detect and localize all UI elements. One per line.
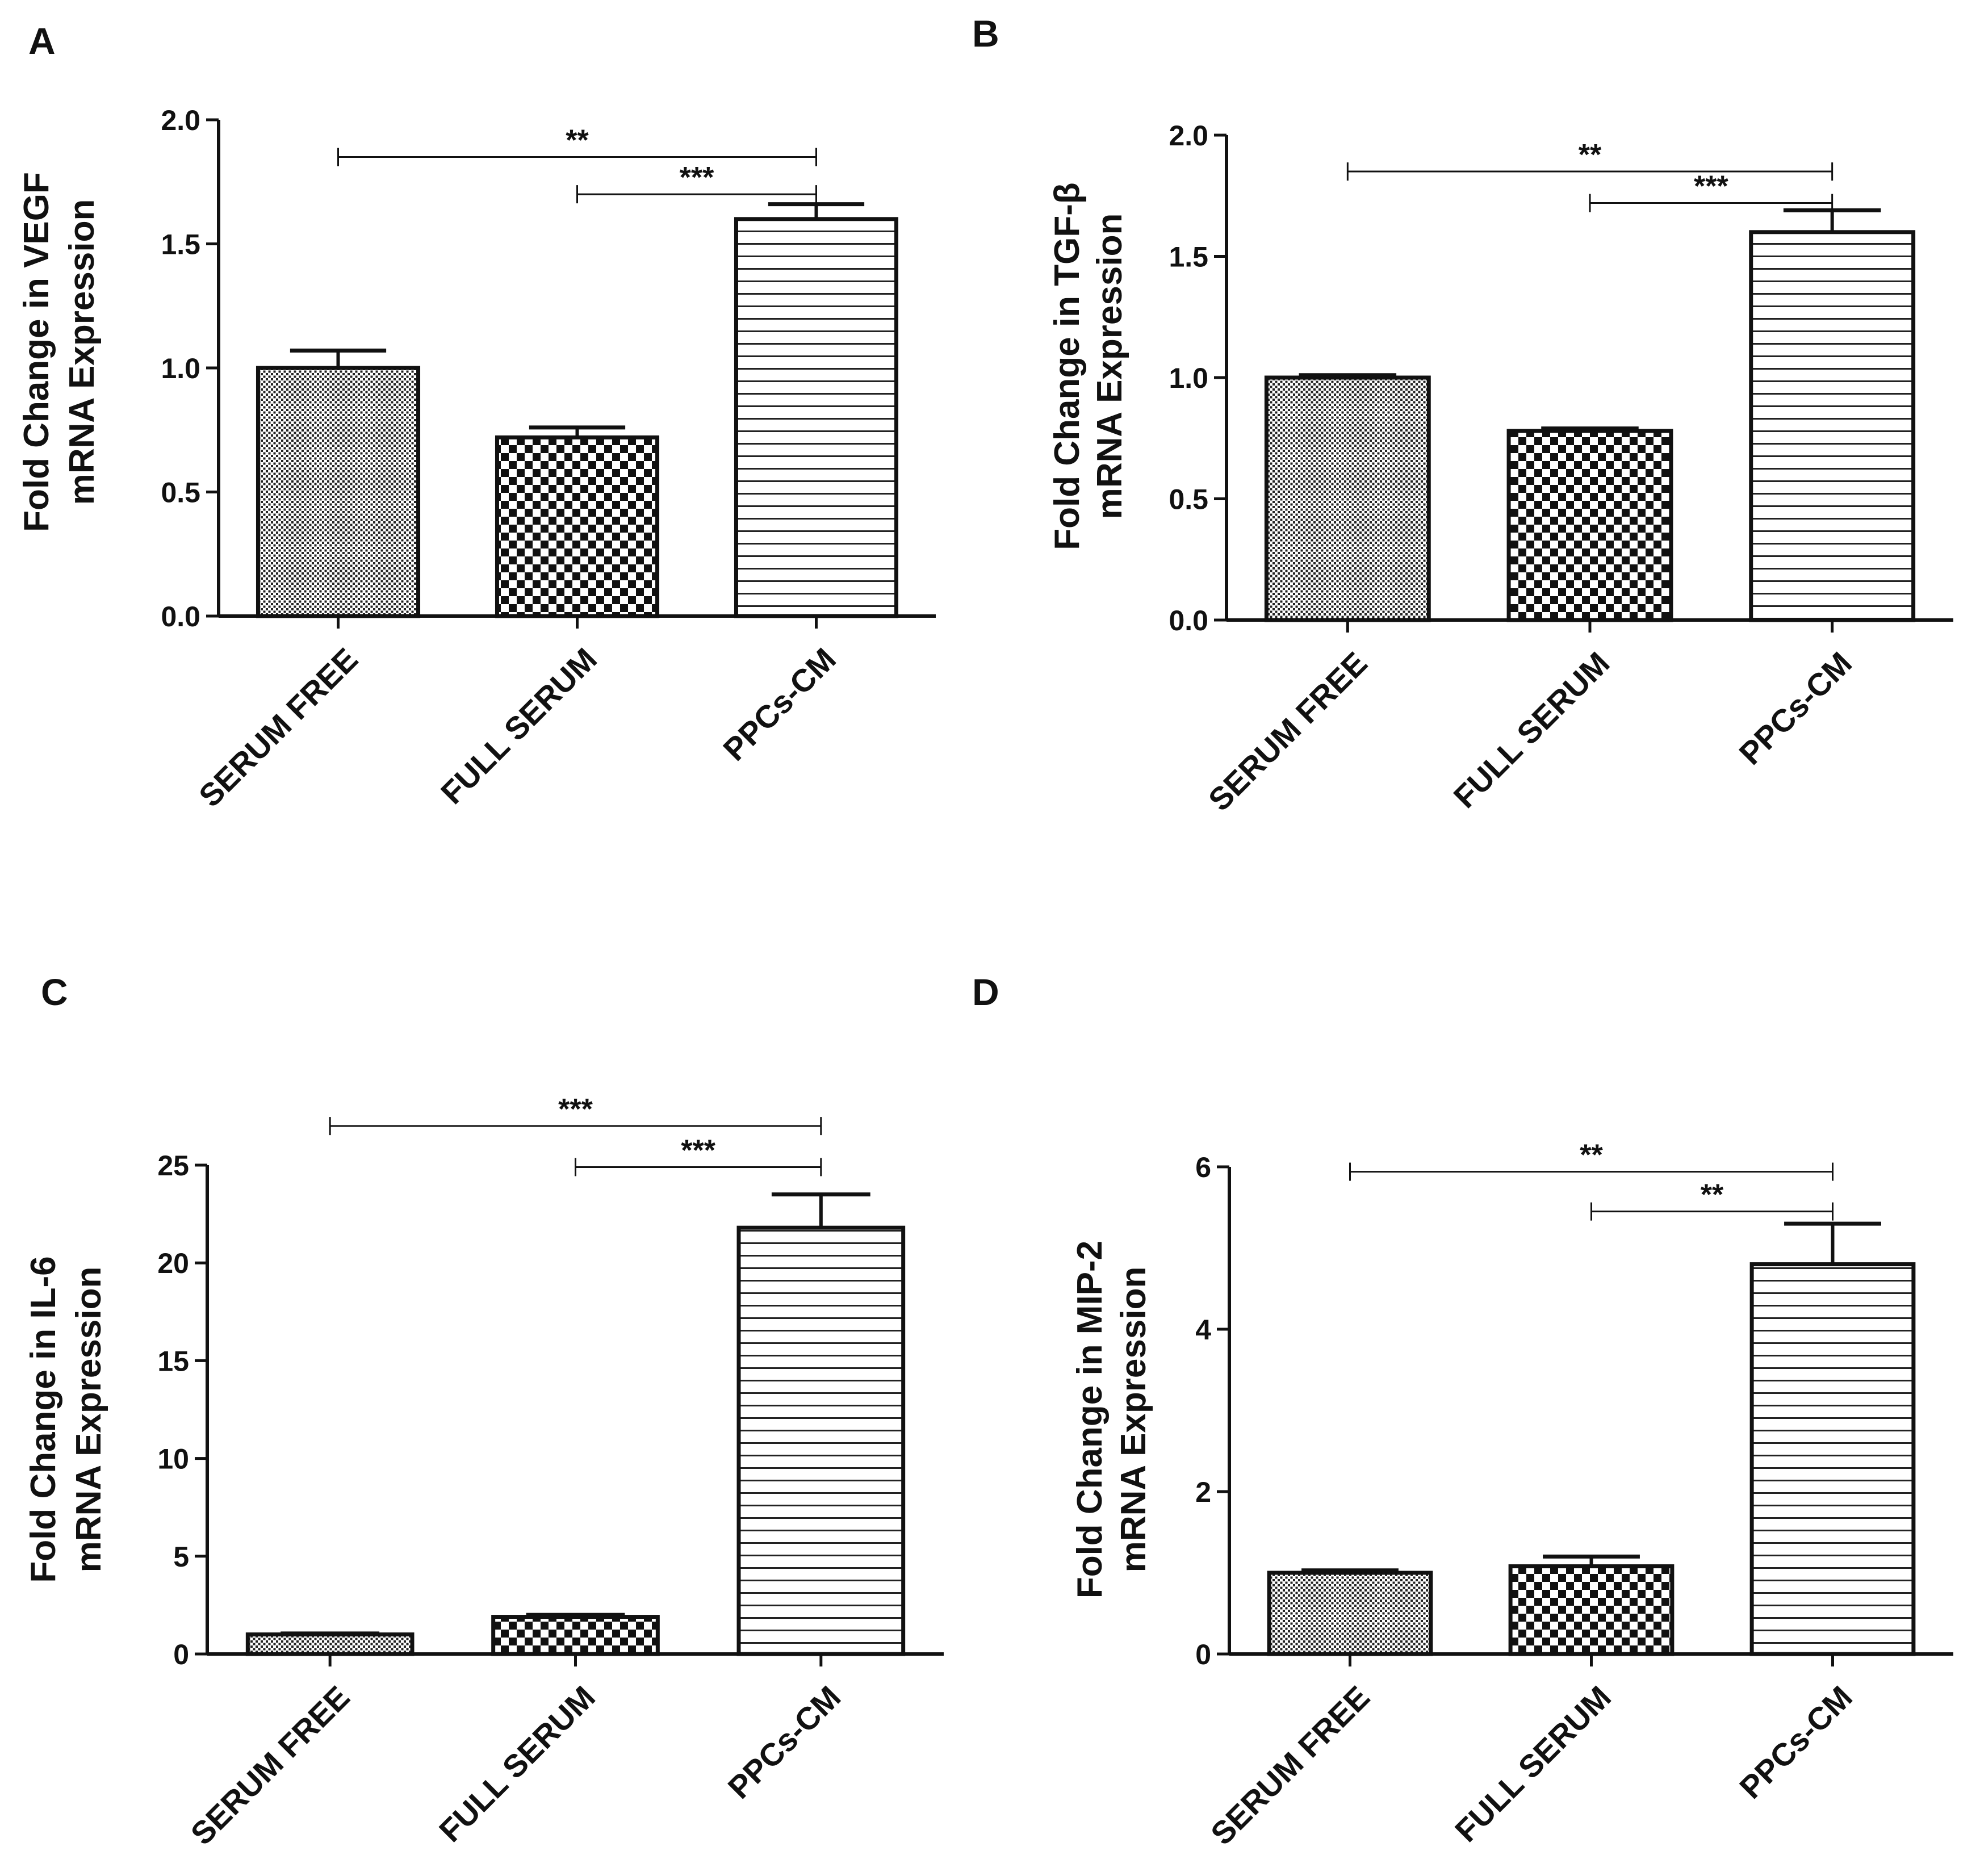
y-tick-label: 0.0 [161, 601, 200, 633]
category-label: SERUM FREE [1202, 645, 1374, 818]
category-label: FULL SERUM [434, 641, 604, 811]
bar [1749, 1262, 1916, 1656]
y-tick-label: 1.5 [1169, 241, 1208, 273]
y-tick-label: 15 [157, 1345, 189, 1377]
bar [491, 1615, 660, 1656]
y-axis-label: mRNA Expression [1090, 213, 1129, 520]
panel-letter: B [972, 12, 999, 55]
y-axis-label: Fold Change in TGF-β [1048, 182, 1087, 550]
bar [1508, 1564, 1675, 1656]
y-tick-label: 0.5 [1169, 484, 1208, 516]
significance-label: ** [1579, 139, 1602, 171]
category-label: FULL SERUM [1448, 1679, 1618, 1849]
y-tick-label: 10 [157, 1443, 189, 1475]
y-axis-label: mRNA Expression [62, 199, 102, 505]
y-tick-label: 0.0 [1169, 605, 1208, 636]
category-label: SERUM FREE [1204, 1679, 1376, 1852]
panel-letter: C [41, 971, 68, 1013]
y-tick-label: 2 [1195, 1476, 1211, 1508]
y-tick-label: 1.0 [1169, 362, 1208, 394]
bar [734, 217, 899, 618]
significance-label: *** [681, 1134, 715, 1167]
bar [1264, 375, 1431, 622]
y-tick-label: 1.0 [161, 353, 200, 384]
y-axis-label: mRNA Expression [1114, 1267, 1153, 1573]
bar [1749, 230, 1916, 622]
category-label: SERUM FREE [183, 1679, 356, 1852]
category-label: PPCs-CM [1732, 645, 1858, 772]
category-label: PPCs-CM [1732, 1679, 1859, 1806]
panel-d: D 0 2 4 6 Fold Change in MIP-2 mRNA Expression… [972, 971, 1953, 1852]
bar [736, 1225, 906, 1656]
bar [1506, 429, 1673, 622]
significance-label: ** [1580, 1139, 1603, 1172]
category-label: PPCs-CM [721, 1679, 848, 1806]
significance-label: *** [558, 1093, 593, 1126]
y-axis-label: Fold Change in IL-6 [24, 1256, 63, 1582]
category-label: SERUM FREE [192, 641, 365, 814]
y-tick-label: 4 [1195, 1314, 1211, 1346]
bar [1267, 1571, 1433, 1656]
y-axis-label: Fold Change in MIP-2 [1070, 1241, 1110, 1598]
y-tick-label: 0.5 [161, 477, 200, 509]
significance-label: ** [566, 124, 589, 157]
y-tick-label: 6 [1195, 1151, 1211, 1183]
category-label: PPCs-CM [716, 641, 843, 768]
y-axis-label: mRNA Expression [69, 1267, 108, 1573]
significance-label: *** [1694, 170, 1728, 203]
bar [256, 366, 421, 618]
panel-b: B 0.0 0.5 1.0 1.5 2.0 Fold Change in TGF-β mRNA… [972, 12, 1953, 818]
category-label: FULL SERUM [432, 1679, 602, 1849]
y-tick-label: 0 [173, 1639, 189, 1670]
y-tick-label: 2.0 [161, 104, 200, 136]
significance-label: ** [1701, 1179, 1724, 1212]
panel-letter: A [28, 20, 56, 62]
panel-c: C 0 5 10 15 20 25 Fold Change in IL-6 mRNA Expre… [24, 971, 944, 1852]
y-tick-label: 1.5 [161, 229, 200, 261]
bar [495, 435, 660, 618]
y-axis-label: Fold Change in VEGF [17, 172, 56, 532]
panel-letter: D [972, 971, 999, 1013]
y-tick-label: 5 [173, 1541, 189, 1573]
bar [245, 1632, 415, 1656]
category-label: FULL SERUM [1446, 645, 1616, 815]
y-tick-label: 0 [1195, 1639, 1211, 1670]
y-tick-label: 25 [157, 1150, 189, 1182]
y-tick-label: 20 [157, 1247, 189, 1279]
significance-label: *** [680, 161, 714, 194]
panel-a: A 0.0 0.5 1.0 1.5 2.0 Fold Change in VEGF mRNA … [17, 20, 936, 814]
y-tick-label: 2.0 [1169, 120, 1208, 152]
